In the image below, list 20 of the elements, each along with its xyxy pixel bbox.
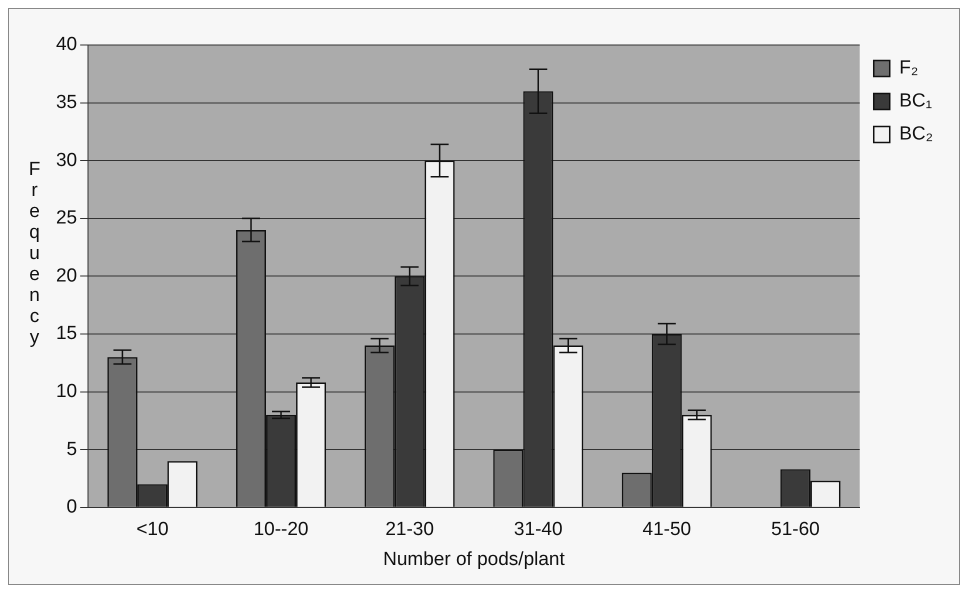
y-tick-label: 35 [56,92,78,114]
x-tick-label: <10 [136,519,169,540]
legend-label: BC₁ [899,90,932,112]
y-axis-title: Frequency [23,159,45,348]
x-tick-label: 10--20 [254,519,308,540]
x-axis-title: Number of pods/plant [383,548,566,570]
y-tick-label: 15 [56,323,78,344]
y-tick-label: 25 [56,208,78,229]
x-tick-label: 41-50 [642,519,692,540]
legend-label: BC₂ [899,124,934,145]
y-tick-label: 10 [56,381,78,402]
x-tick-label: 51-60 [771,519,820,540]
y-tick-label: 40 [56,34,78,56]
x-tick-label: 31-40 [514,519,563,540]
x-tick-label: 21-30 [385,519,434,540]
y-tick-label: 0 [66,496,78,518]
y-tick-label: 5 [66,438,78,460]
legend-label: F₂ [899,58,918,79]
y-tick-label: 20 [56,265,78,286]
y-tick-label: 30 [56,150,78,171]
